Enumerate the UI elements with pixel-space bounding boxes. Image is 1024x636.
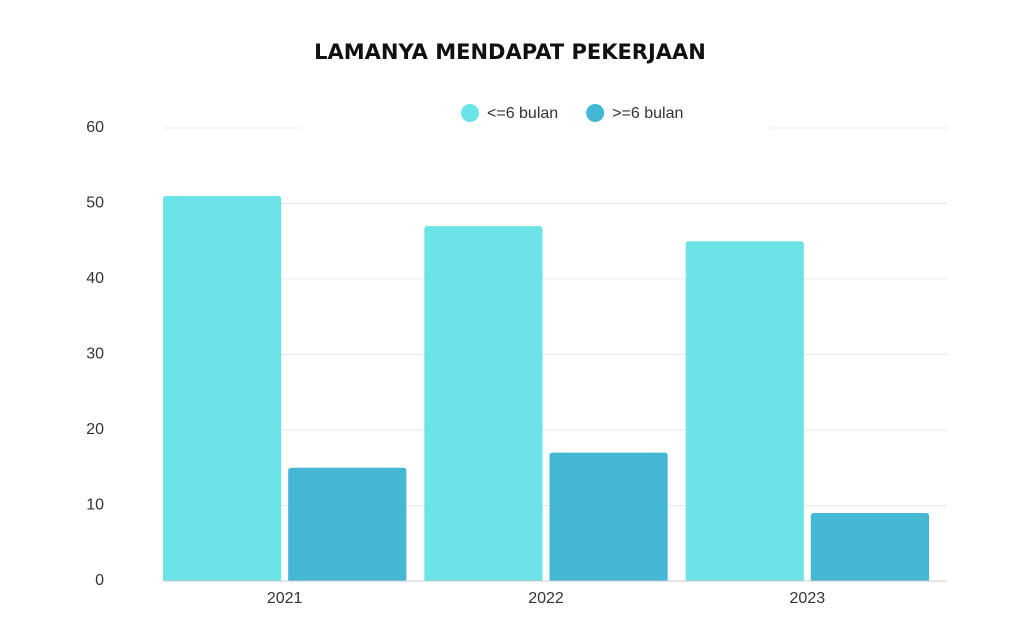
x-tick-label: 2023 [790, 590, 826, 607]
bar [424, 226, 543, 581]
y-tick-label: 60 [86, 119, 104, 136]
legend-label: <=6 bulan [487, 105, 558, 122]
chart-title: LAMANYA MENDAPAT PEKERJAAN [314, 40, 706, 64]
legend-marker [461, 104, 479, 122]
bar [549, 452, 668, 581]
legend-background [300, 98, 770, 132]
legend-marker [586, 104, 605, 122]
y-tick-label: 50 [86, 195, 104, 212]
y-tick-label: 10 [86, 497, 104, 514]
x-tick-label: 2021 [267, 590, 303, 607]
y-tick-label: 30 [86, 346, 104, 363]
bar [163, 195, 282, 581]
y-tick-label: 20 [86, 421, 104, 438]
x-tick-label: 2022 [528, 590, 564, 607]
legend-label: >=6 bulan [612, 105, 683, 122]
bar [685, 241, 804, 581]
y-tick-label: 40 [86, 270, 104, 287]
bar [288, 467, 407, 581]
bar [810, 513, 929, 581]
y-tick-label: 0 [95, 572, 104, 589]
